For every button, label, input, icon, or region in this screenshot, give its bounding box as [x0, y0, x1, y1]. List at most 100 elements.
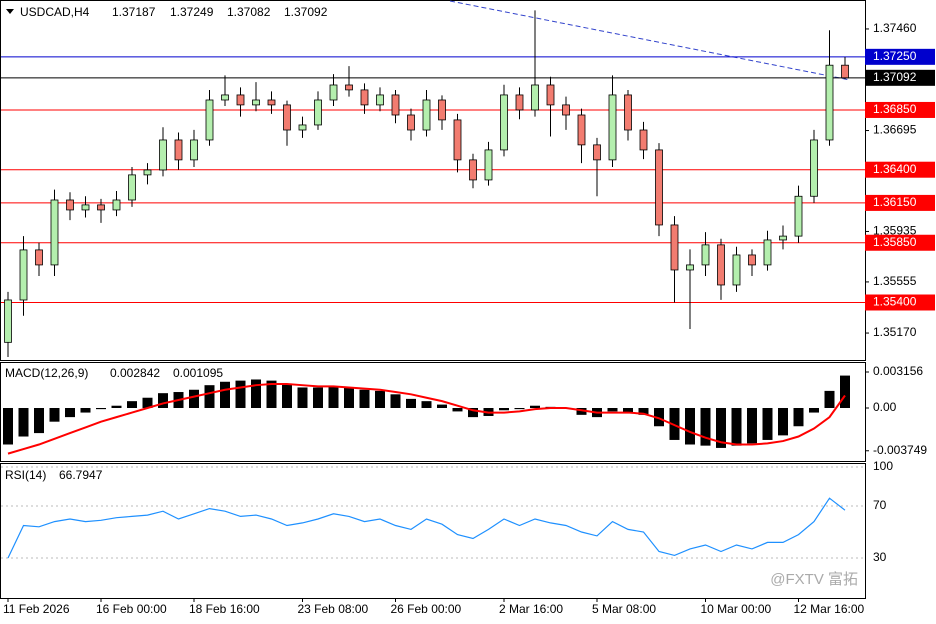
candle-body: [128, 174, 136, 201]
rsi-line: [7, 497, 846, 559]
macd-bar: [716, 408, 726, 448]
rsi-y-tick-label: 70: [873, 498, 887, 512]
candle-body: [748, 254, 756, 266]
level-label: 1.37092: [873, 70, 917, 84]
rsi-title: RSI(14): [5, 468, 46, 482]
candle-body: [329, 84, 338, 101]
open-value: 1.37187: [112, 5, 156, 19]
level-label-bg: [865, 161, 935, 178]
candle-body: [639, 129, 648, 151]
x-tick-label: 23 Feb 08:00: [298, 602, 369, 616]
macd-bar: [142, 397, 153, 408]
macd-bar: [452, 408, 463, 412]
level-label-bg: [865, 101, 935, 118]
candle-body: [143, 169, 152, 176]
level-label: 1.35400: [873, 295, 917, 309]
rsi-y-tick-label: 30: [873, 550, 887, 564]
candle-body: [345, 84, 353, 91]
candle-body: [515, 94, 524, 111]
macd-bar: [793, 408, 804, 427]
candle-body: [608, 94, 617, 161]
y-tick-label: 1.35935: [873, 224, 917, 238]
candle-body: [391, 94, 400, 116]
candle-body: [298, 124, 307, 131]
rsi-value: 66.7947: [59, 468, 103, 482]
level-label-bg: [865, 48, 935, 65]
candle-body: [283, 104, 291, 131]
macd-bar: [344, 387, 354, 408]
candle-body: [66, 199, 74, 211]
macd-bar: [685, 408, 695, 445]
candle-body: [252, 99, 260, 106]
macd-y-tick-label: 0.00: [873, 400, 897, 414]
y-tick-label: 1.37460: [873, 21, 917, 35]
macd-bar: [390, 394, 401, 408]
macd-title: MACD(12,26,9): [5, 366, 88, 380]
candle-body: [50, 199, 59, 266]
candle-body: [112, 199, 121, 211]
rsi-y-tick-label: 100: [873, 459, 893, 473]
macd-bar: [65, 408, 75, 418]
macd-bar: [328, 386, 339, 408]
candle-body: [438, 99, 446, 121]
macd-bar: [49, 408, 60, 422]
y-tick-label: 1.36695: [873, 123, 917, 137]
x-tick-label: 16 Feb 00:00: [96, 602, 167, 616]
y-tick-label: 1.35555: [873, 274, 917, 288]
candle-body: [35, 249, 43, 266]
candle-body: [546, 84, 555, 106]
candle-body: [422, 99, 431, 131]
macd-bar: [406, 398, 416, 408]
macd-y-tick-label: -0.003749: [873, 443, 927, 457]
candle-body: [717, 244, 725, 286]
macd-bar: [638, 408, 649, 415]
candle-body: [360, 89, 369, 106]
level-label-bg: [865, 234, 935, 251]
close-value: 1.37092: [284, 5, 328, 19]
candle-body: [500, 94, 508, 151]
macd-bar: [499, 408, 509, 411]
macd-bar: [824, 390, 835, 408]
macd-bar: [607, 408, 618, 412]
candle-body: [593, 144, 601, 161]
candle-body: [190, 139, 198, 161]
watermark: @FXTV 富拓: [770, 570, 858, 588]
macd-bar: [669, 408, 680, 440]
macd-bar: [297, 387, 308, 408]
macd-bar: [158, 393, 168, 408]
macd-bar: [189, 389, 199, 408]
macd-bar: [809, 408, 819, 413]
candle-body: [221, 94, 229, 101]
level-label: 1.36400: [873, 162, 917, 176]
level-label-bg: [865, 69, 935, 86]
candle-body: [159, 139, 167, 171]
macd-bar: [840, 375, 850, 408]
candle-body: [469, 159, 477, 181]
macd-bar: [127, 401, 137, 408]
candle-body: [841, 64, 849, 79]
candle-body: [701, 244, 710, 266]
candle-body: [577, 114, 586, 146]
candle-body: [174, 139, 183, 161]
macd-bar: [266, 380, 277, 408]
level-label-bg: [865, 194, 935, 211]
macd-bar: [18, 408, 29, 437]
macd-bar: [731, 408, 742, 446]
x-tick-label: 2 Mar 16:00: [499, 602, 563, 616]
macd-bar: [96, 408, 106, 410]
candle-body: [314, 99, 322, 126]
candle-body: [97, 204, 105, 211]
y-tick-label: 1.35170: [873, 325, 917, 339]
candle-body: [670, 224, 679, 271]
macd-bar: [282, 384, 292, 408]
candle-body: [810, 139, 818, 197]
macd-bar: [3, 408, 13, 445]
macd-bar: [34, 408, 44, 434]
macd-bar: [778, 408, 788, 436]
x-tick-label: 10 Mar 00:00: [701, 602, 772, 616]
macd-bar: [251, 379, 261, 408]
x-tick-label: 18 Feb 16:00: [189, 602, 260, 616]
candle-body: [484, 149, 493, 181]
